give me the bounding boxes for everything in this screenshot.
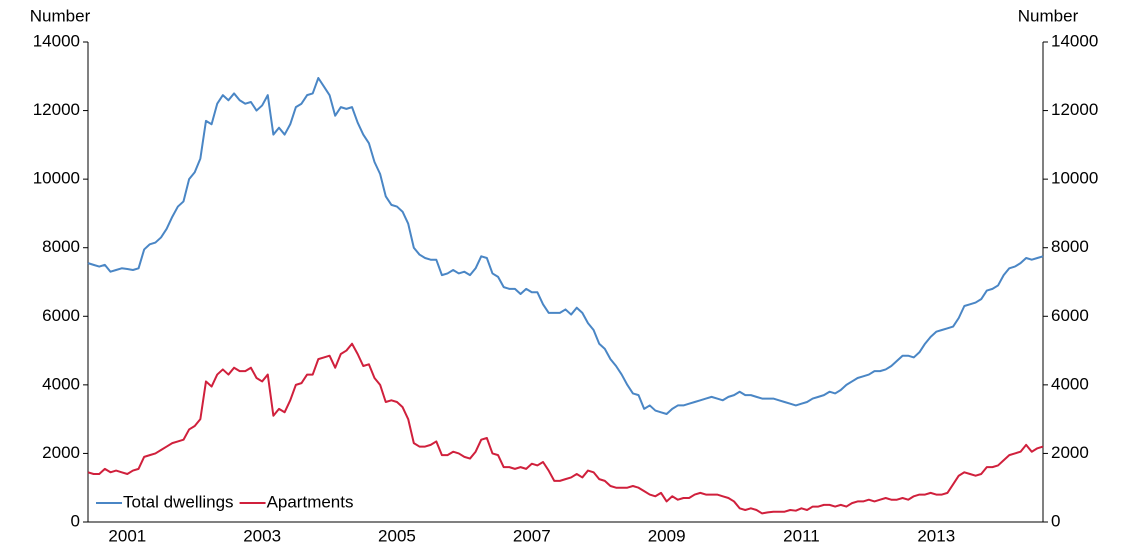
y-tick-label: 10000 [33,169,80,188]
y2-tick-label: 10000 [1051,169,1098,188]
legend-label: Apartments [267,492,354,511]
y-tick-label: 4000 [42,374,80,393]
x-tick-label: 2001 [108,526,146,545]
x-tick-label: 2013 [917,526,955,545]
y2-tick-label: 2000 [1051,443,1089,462]
y-tick-label: 14000 [33,31,80,50]
y-tick-label: 0 [71,511,80,530]
y2-tick-label: 0 [1051,511,1060,530]
y2-tick-label: 12000 [1051,100,1098,119]
y2-tick-label: 14000 [1051,31,1098,50]
y2-tick-label: 4000 [1051,374,1089,393]
y-tick-label: 12000 [33,100,80,119]
x-tick-label: 2005 [378,526,416,545]
series-line [87,342,1044,515]
x-tick-label: 2007 [513,526,551,545]
y2-tick-label: 6000 [1051,306,1089,325]
y2-tick-label: 8000 [1051,237,1089,256]
x-tick-label: 2003 [243,526,281,545]
series-line [87,77,1044,415]
y-tick-label: 8000 [42,237,80,256]
y-tick-label: 2000 [42,443,80,462]
x-tick-label: 2011 [783,526,820,545]
x-tick-label: 2009 [648,526,686,545]
y2-axis-label: Number [1018,6,1079,25]
y-tick-label: 6000 [42,306,80,325]
legend-label: Total dwellings [123,492,234,511]
y-axis-label: Number [30,6,91,25]
